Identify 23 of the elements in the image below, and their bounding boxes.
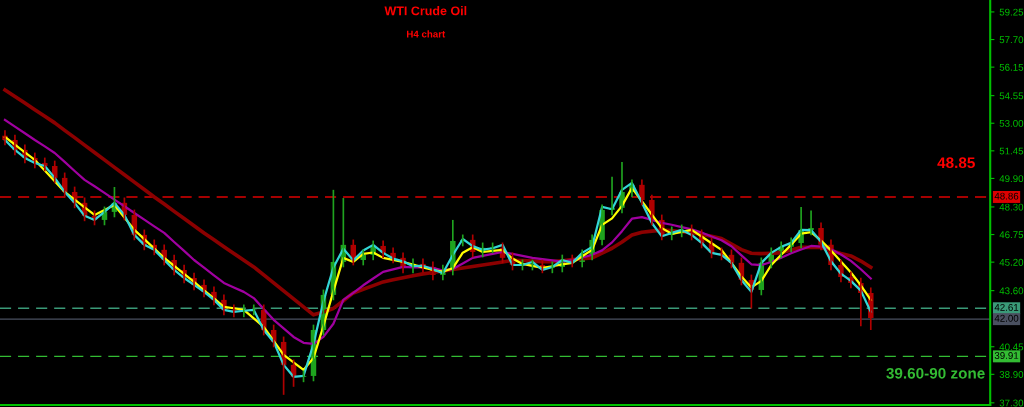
y-tick-label: 37.30 bbox=[999, 399, 1024, 407]
y-tick-label: 54.55 bbox=[999, 92, 1024, 100]
y-tick-label: 43.60 bbox=[999, 287, 1024, 295]
y-tick-label: 46.75 bbox=[999, 231, 1024, 239]
ref-line-label: 42.61 bbox=[994, 303, 1019, 311]
y-tick-label: 40.45 bbox=[999, 343, 1024, 351]
y-tick-label: 51.45 bbox=[999, 147, 1024, 155]
y-tick-label: 49.90 bbox=[999, 175, 1024, 183]
text: H4 chart bbox=[406, 30, 446, 38]
ref-line-label: 39.91 bbox=[994, 352, 1019, 359]
ref-line-label: 48.86 bbox=[994, 192, 1019, 200]
y-tick-label: 53.00 bbox=[999, 119, 1024, 127]
y-tick-label: 45.20 bbox=[999, 258, 1024, 266]
text: 48.85 bbox=[937, 157, 975, 169]
y-tick-label: 59.25 bbox=[999, 8, 1024, 16]
y-tick-label: 48.30 bbox=[999, 203, 1024, 211]
chart-title: WTI Crude Oil bbox=[384, 6, 467, 16]
line-series bbox=[3, 118, 872, 345]
y-tick-label: 56.15 bbox=[999, 63, 1024, 71]
ref-line-label: 42.00 bbox=[994, 314, 1019, 322]
text: 39.60-90 zone bbox=[886, 367, 985, 379]
y-tick-label: 38.90 bbox=[999, 371, 1024, 378]
y-tick-label: 57.70 bbox=[999, 36, 1024, 44]
